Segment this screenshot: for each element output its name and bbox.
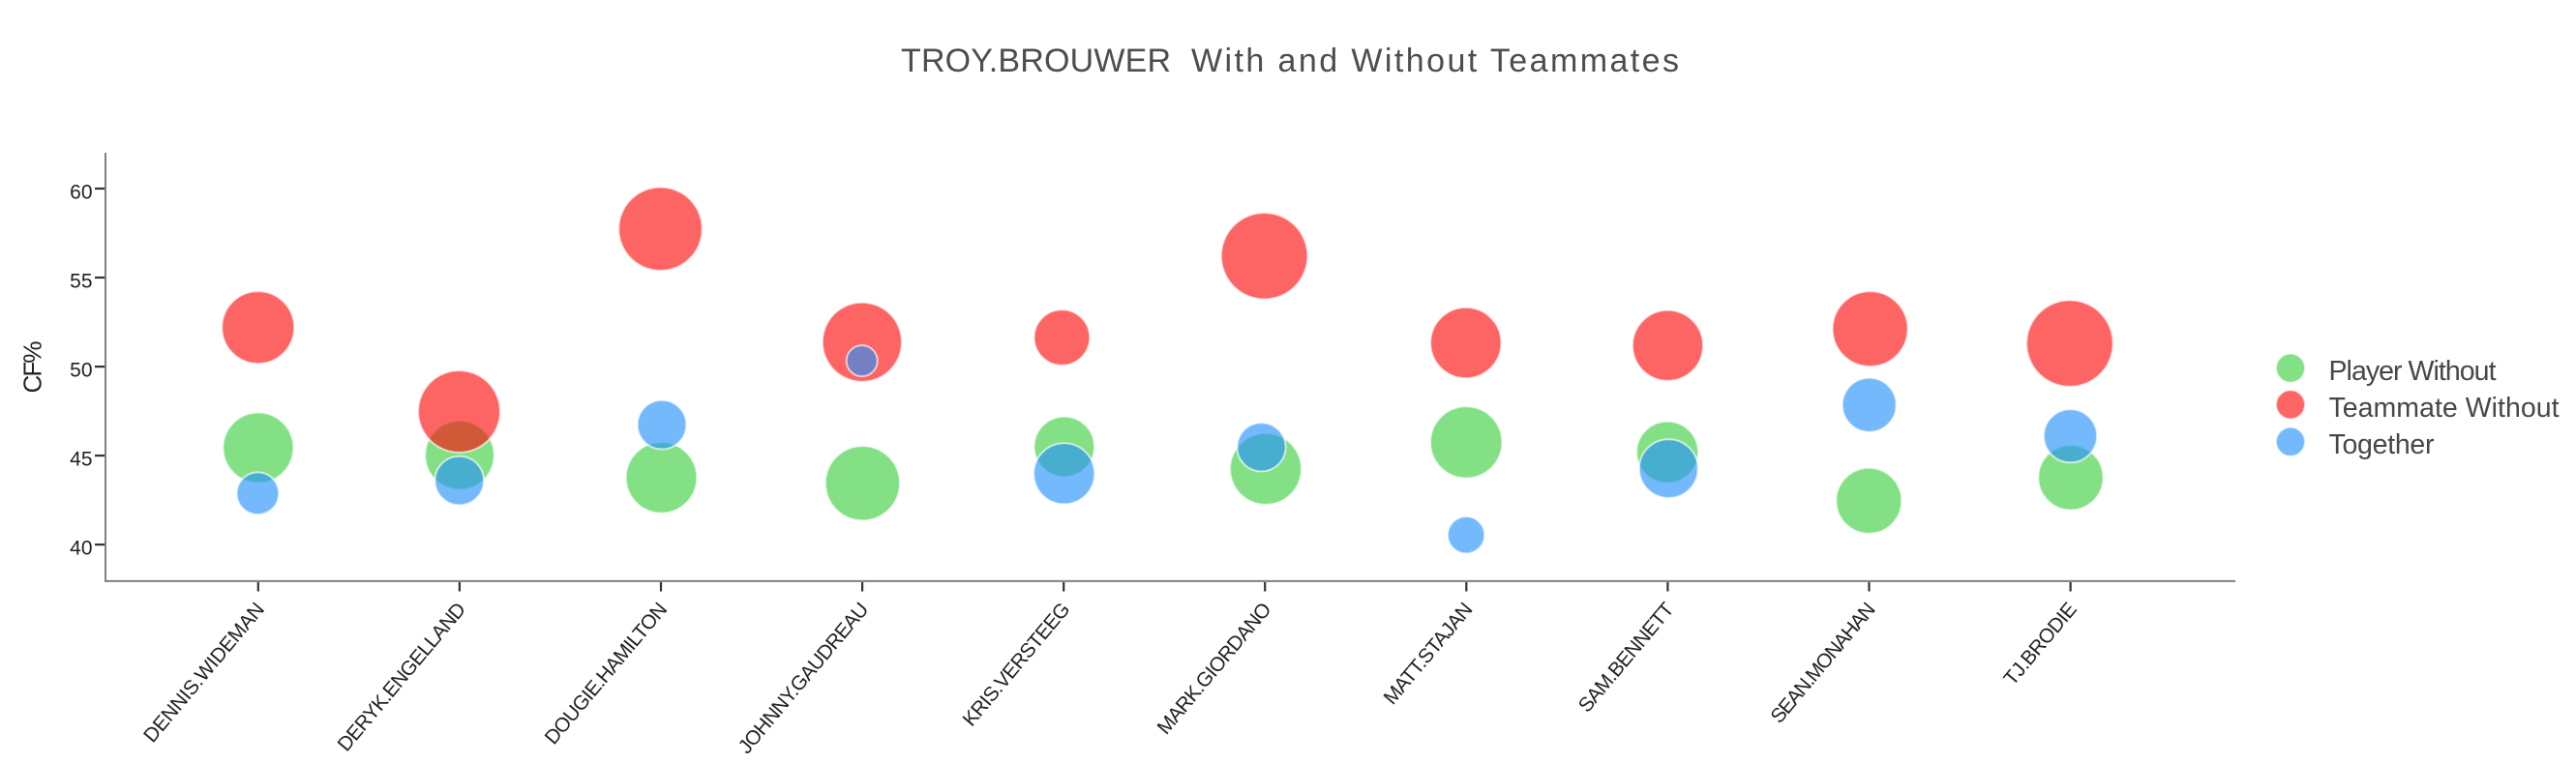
svg-text:CF%: CF%: [18, 341, 47, 394]
svg-text:Together: Together: [2329, 429, 2436, 460]
svg-text:50: 50: [70, 360, 92, 382]
svg-text:TROY.BROUWER: TROY.BROUWER: [901, 43, 1171, 79]
svg-text:40: 40: [70, 538, 92, 560]
svg-text:60: 60: [70, 182, 92, 204]
svg-text:Player Without: Player Without: [2329, 356, 2497, 387]
svg-text:45: 45: [70, 449, 92, 471]
svg-text:With and Without Teammates: With and Without Teammates: [1191, 43, 1679, 79]
svg-text:Teammate Without: Teammate Without: [2329, 393, 2560, 424]
svg-text:55: 55: [70, 271, 92, 293]
